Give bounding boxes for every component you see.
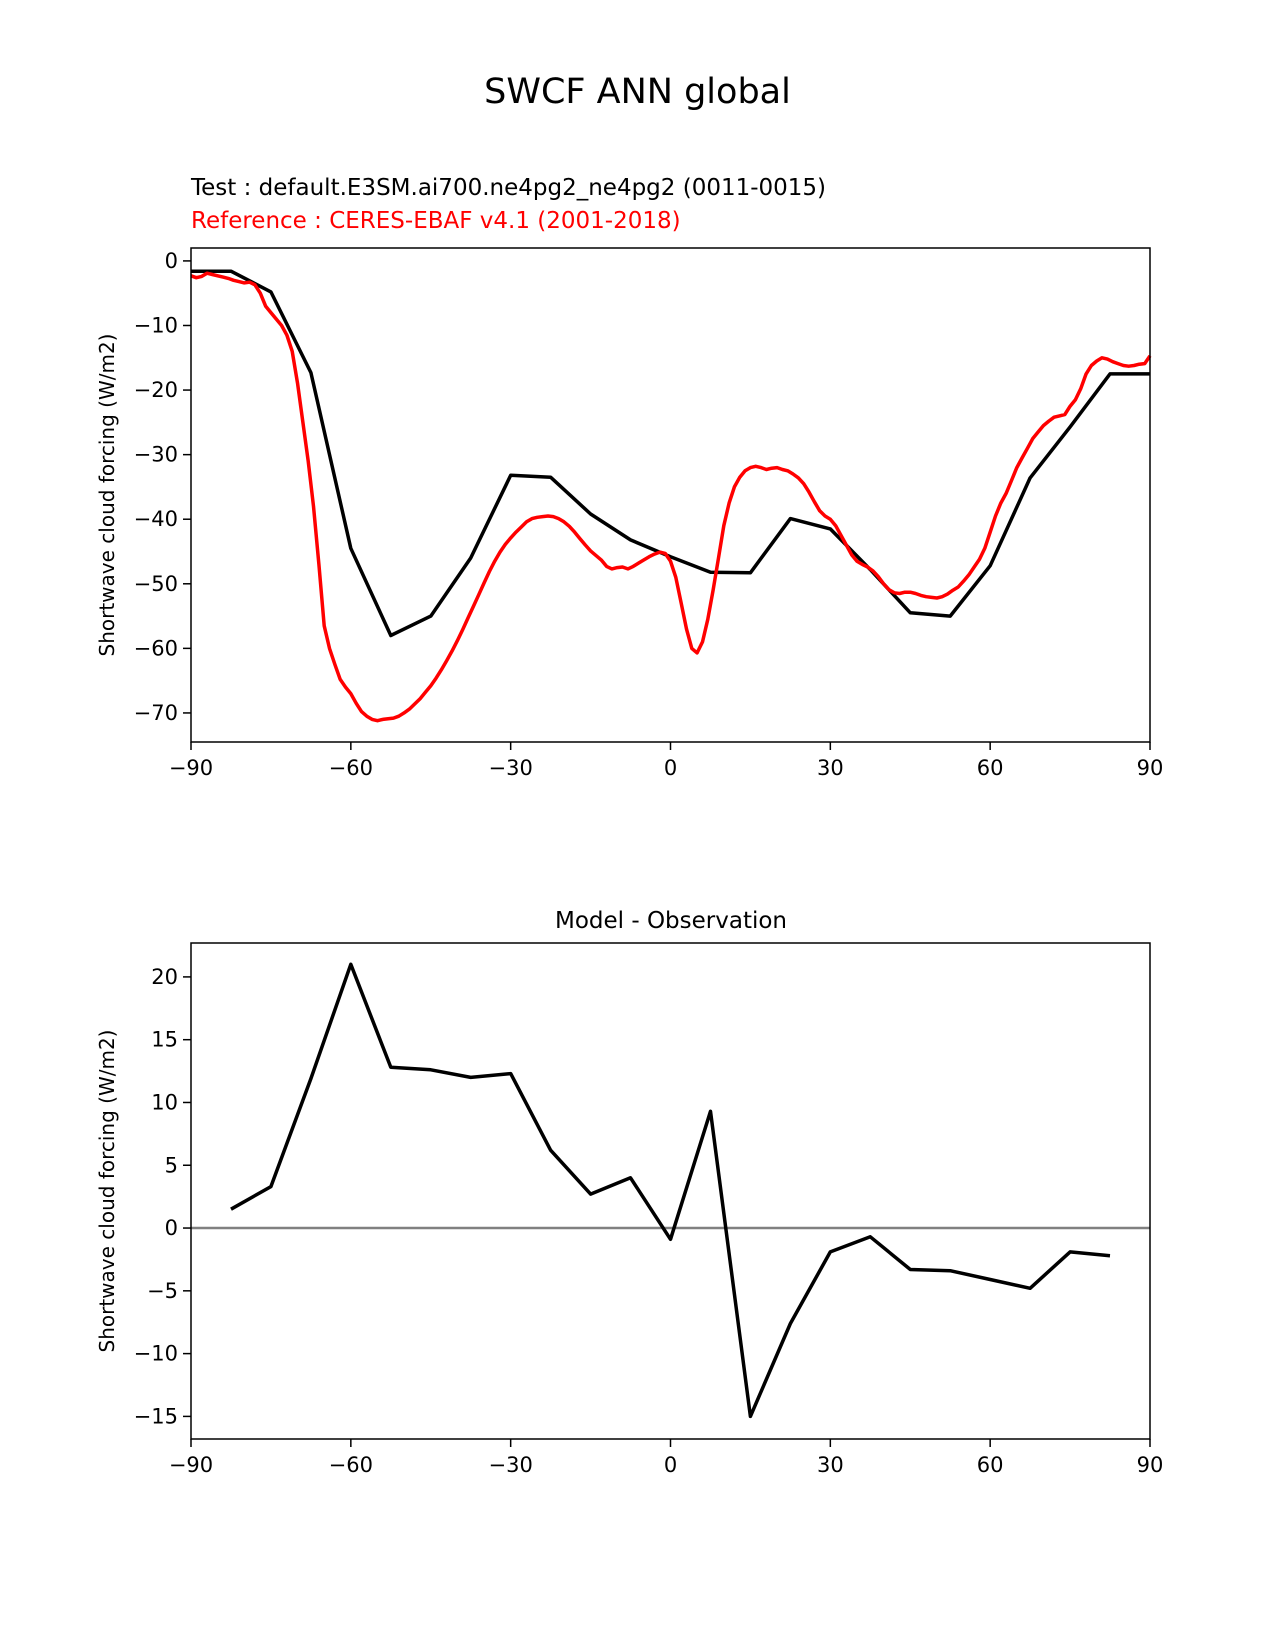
- panel2-ytick-label: −10: [134, 1342, 178, 1366]
- reference-label: Reference : CERES-EBAF v4.1 (2001-2018): [191, 208, 681, 234]
- panel1-ytick-label: −40: [134, 507, 178, 531]
- panel1-ytick-label: −70: [134, 701, 178, 725]
- panel2-xtick-label: 0: [664, 1453, 677, 1477]
- panel2-ytick-label: 20: [151, 965, 178, 989]
- panel2-ytick-label: −5: [147, 1279, 178, 1303]
- figure-title: SWCF ANN global: [484, 72, 791, 112]
- panel1-xtick-label: −60: [329, 756, 373, 780]
- panel2-xtick-label: −30: [489, 1453, 533, 1477]
- panel1-ytick-label: 0: [165, 249, 178, 273]
- panel1-ytick-label: −20: [134, 378, 178, 402]
- panel1-ytick-label: −50: [134, 572, 178, 596]
- panel2-series-1-line: [230, 962, 1111, 1419]
- panel1-xtick-label: 0: [664, 756, 677, 780]
- panel1-xtick-label: −30: [489, 756, 533, 780]
- panel1-xtick-label: 60: [977, 756, 1004, 780]
- panel2-ytick-label: 10: [151, 1090, 178, 1114]
- panel1-ytick-label: −60: [134, 636, 178, 660]
- panel2-ytick-label: 5: [165, 1153, 178, 1177]
- panel1-ylabel: Shortwave cloud forcing (W/m2): [95, 334, 119, 657]
- panel1-series-2-line: [190, 271, 1152, 723]
- test-label: Test : default.E3SM.ai700.ne4pg2_ne4pg2 …: [191, 175, 827, 201]
- bottom-panel-title: Model - Observation: [554, 908, 788, 934]
- panel1-series-1-line: [191, 269, 1150, 638]
- panel1-xtick-label: 30: [817, 756, 844, 780]
- panel2-xtick-label: −90: [169, 1453, 213, 1477]
- panel2-frame: [190, 942, 1151, 1440]
- panel2-ytick-label: 0: [165, 1216, 178, 1240]
- panel2-xtick-label: −60: [329, 1453, 373, 1477]
- panel1-xtick-label: 90: [1137, 756, 1164, 780]
- panel2-ytick-label: −15: [134, 1404, 178, 1428]
- panel1-xtick-label: −90: [169, 756, 213, 780]
- panel1-ytick-label: −30: [134, 443, 178, 467]
- panel2-xtick-label: 60: [977, 1453, 1004, 1477]
- panel1-ytick-label: −10: [134, 313, 178, 337]
- panel2-ylabel: Shortwave cloud forcing (W/m2): [95, 1030, 119, 1353]
- panel2-xtick-label: 30: [817, 1453, 844, 1477]
- panel2-ytick-label: 15: [151, 1028, 178, 1052]
- panel2-xtick-label: 90: [1137, 1453, 1164, 1477]
